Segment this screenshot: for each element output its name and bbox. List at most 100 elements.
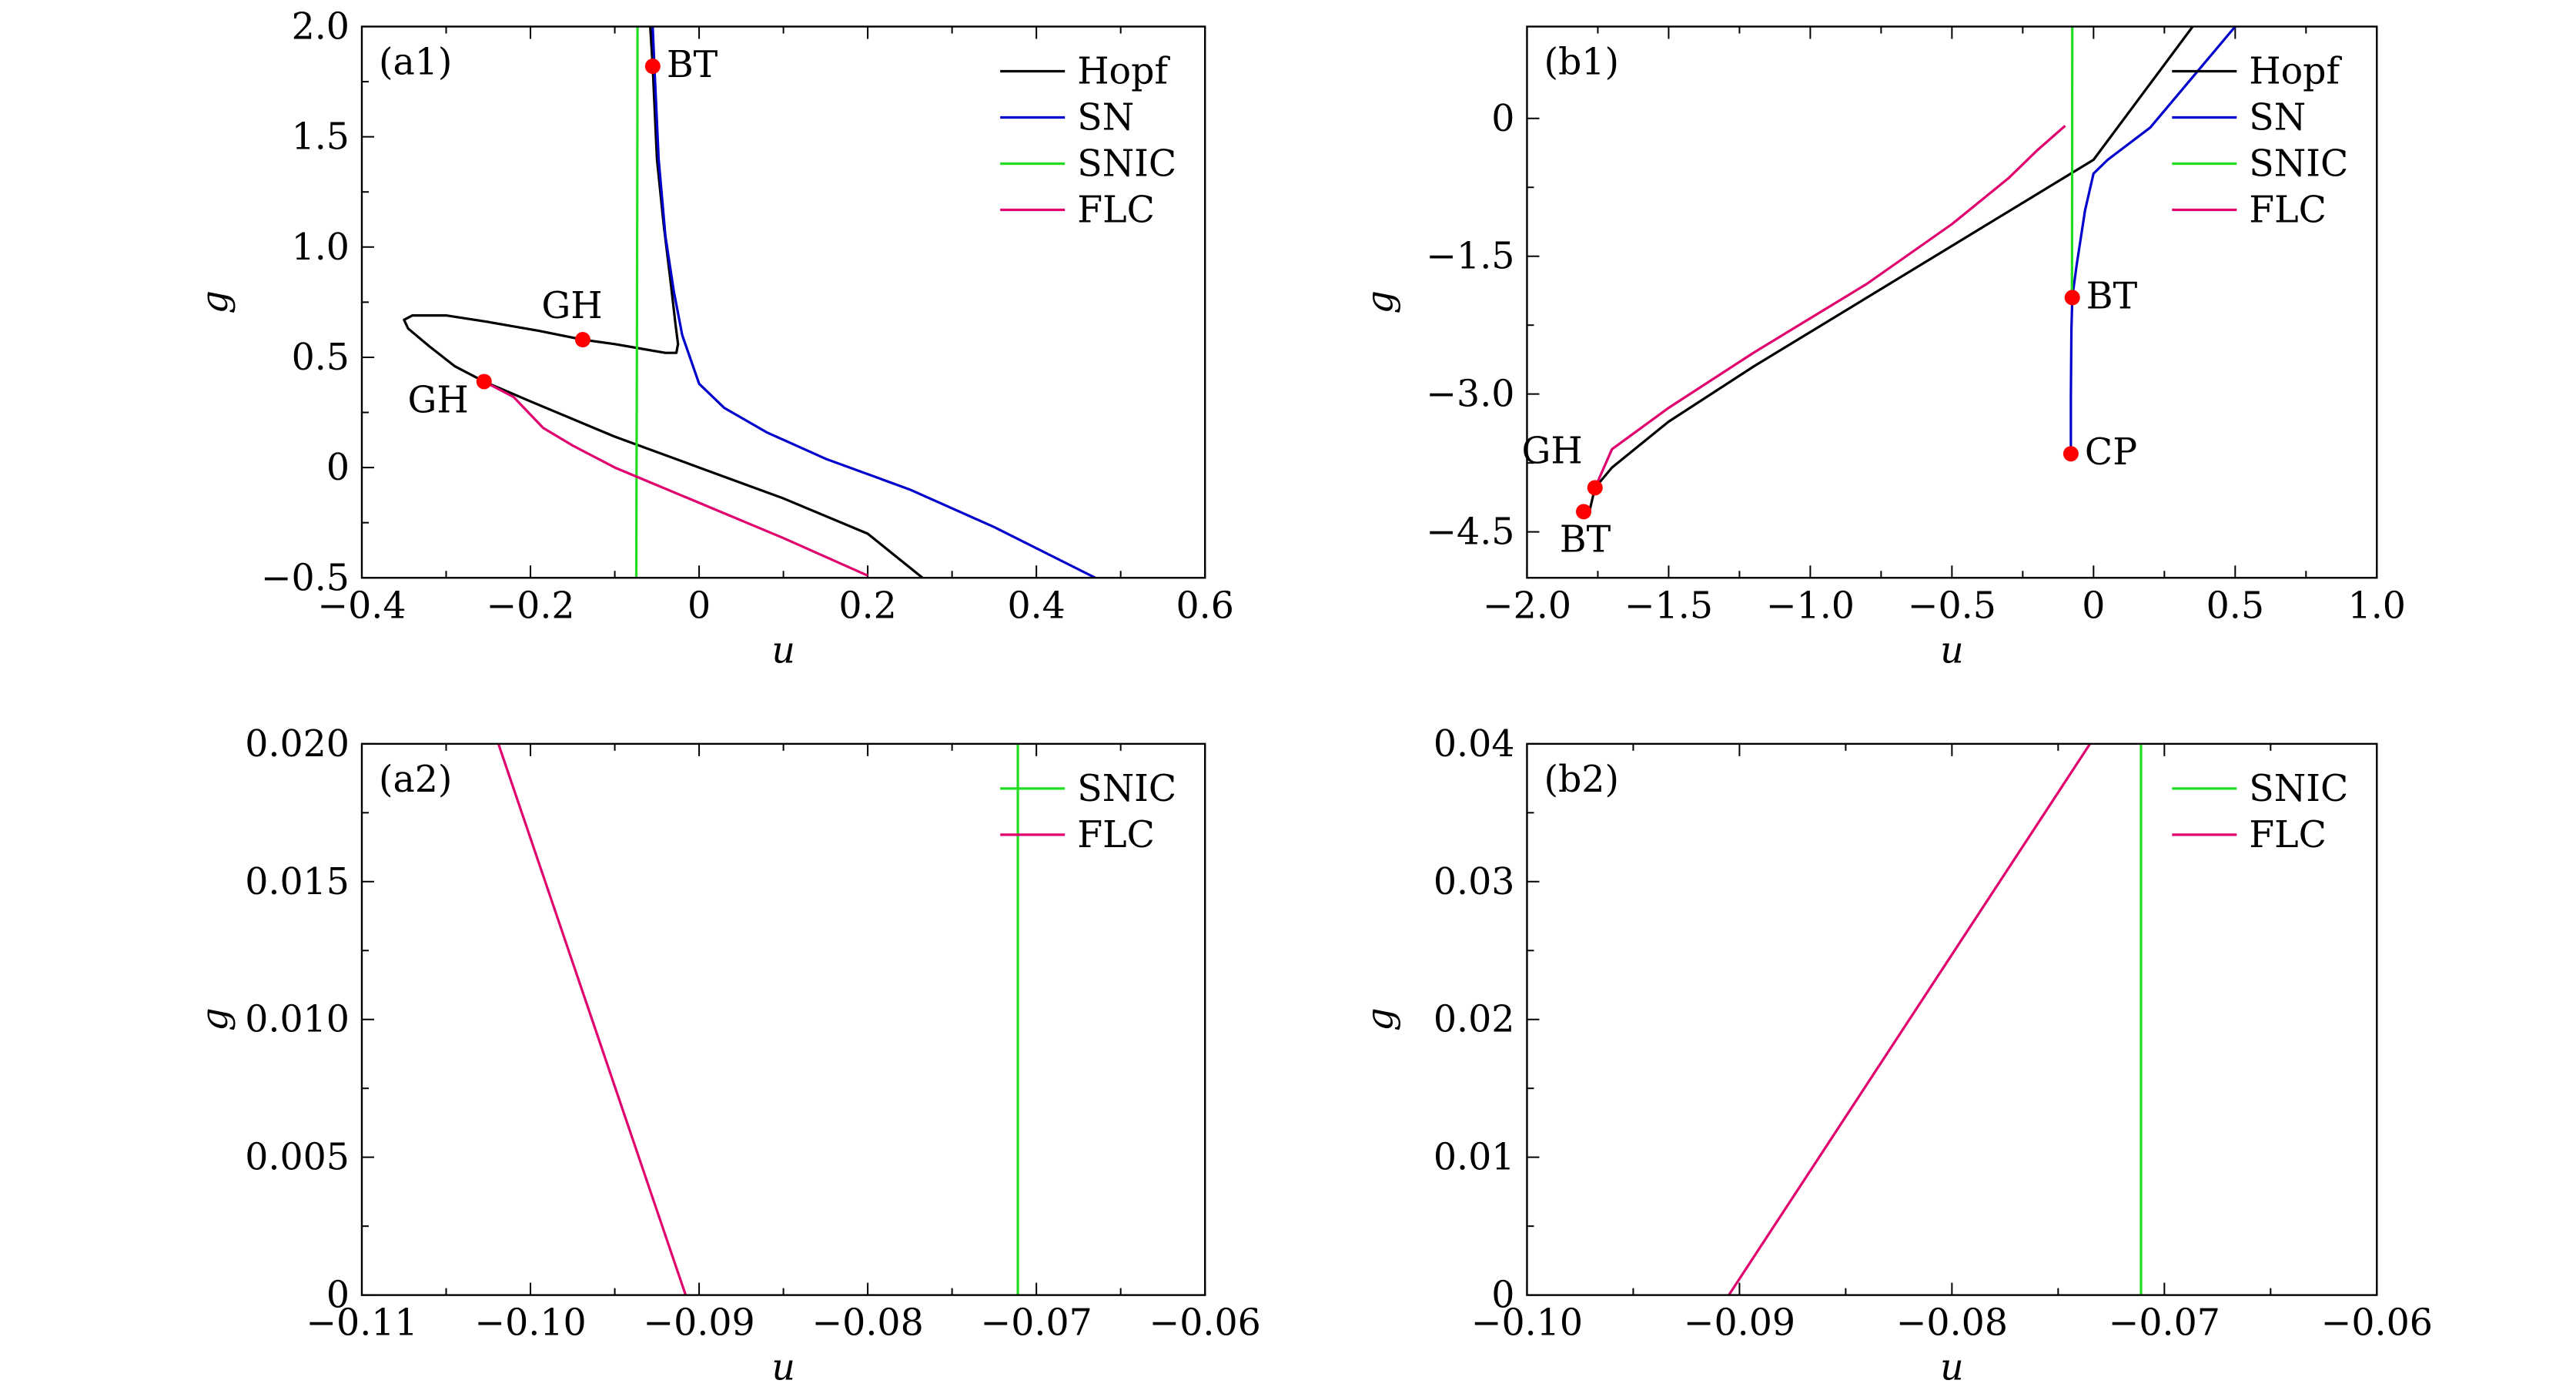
y-tick-label: 0 (1491, 98, 1514, 140)
y-tick-label: 0.02 (1434, 999, 1515, 1041)
x-tick-label: −0.07 (2109, 1302, 2220, 1345)
legend-label-hopf: Hopf (1077, 50, 1170, 92)
panel-label: (b1) (1544, 41, 1619, 83)
y-tick-label: 0 (326, 447, 350, 489)
series-line-flc (1594, 125, 2066, 489)
x-tick-label: −0.07 (980, 1302, 1092, 1345)
legend-label-sn: SN (2249, 96, 2306, 139)
x-tick-label: −0.09 (1684, 1302, 1795, 1345)
series-line-sn (651, 26, 1096, 578)
y-tick-label: 0.04 (1434, 723, 1515, 766)
marker-label-bt: BT (667, 44, 718, 86)
x-tick-label: −0.08 (811, 1302, 923, 1345)
panel-a2: −0.11 −0.10 −0.09 −0.08 −0.07 −0.06 0 0.005 0.01… (194, 723, 1261, 1387)
panel-b1: −2.0 −1.5 −1.0 −0.5 0 0.5 1.0 −4.5 −3.0 −1.5 0 u g BT… (1359, 25, 2406, 672)
x-tick-label: −0.06 (1149, 1302, 1261, 1345)
x-tick-label: −0.10 (1471, 1302, 1583, 1345)
y-tick-label: 0.01 (1434, 1137, 1515, 1179)
panel-label: (a1) (379, 41, 452, 83)
marker-bt (2064, 290, 2080, 306)
x-tick-label: 0.2 (838, 585, 896, 627)
marker-label-bt: BT (2086, 275, 2138, 317)
x-tick-label: −1.5 (1624, 585, 1713, 627)
panel-label: (a2) (379, 759, 452, 801)
x-tick-label: 1.0 (2348, 585, 2406, 627)
series-group (1728, 743, 2143, 1295)
marker-label-bt: BT (1560, 518, 1611, 561)
plot-frame (1526, 742, 2378, 1296)
x-axis-label: u (1940, 629, 1964, 672)
y-tick-label: 0 (326, 1275, 350, 1317)
y-tick-label: 1.0 (292, 226, 350, 269)
marker-label-cp: CP (2085, 431, 2137, 474)
x-tick-label: 0.4 (1007, 585, 1065, 627)
marker-cp (2062, 446, 2079, 462)
legend-label-snic: SNIC (1077, 768, 1176, 810)
x-tick-label: −0.2 (486, 585, 574, 627)
x-tick-label: 0 (2082, 585, 2105, 627)
plot-frame (1526, 25, 2378, 579)
y-axis-label: g (1359, 1008, 1401, 1031)
marker-bt (1576, 504, 1592, 520)
marker-label-gh: GH (1522, 430, 1583, 472)
x-tick-label: −0.06 (2321, 1302, 2433, 1345)
y-tick-label: 2.0 (292, 5, 350, 48)
x-tick-label: −0.08 (1896, 1302, 2008, 1345)
plot-frame (360, 25, 1206, 579)
x-tick-label: −2.0 (1483, 585, 1571, 627)
series-line-hopf (1587, 26, 2194, 512)
y-tick-label: 1.5 (292, 116, 350, 159)
legend-label-sn: SN (1077, 96, 1134, 139)
series-line-flc (483, 380, 868, 577)
x-axis-label: u (1940, 1347, 1964, 1387)
y-tick-label: −4.5 (1426, 511, 1514, 554)
legend-label-snic: SNIC (2249, 768, 2348, 810)
x-tick-label: −0.11 (306, 1302, 417, 1345)
legend-label-flc: FLC (1077, 189, 1155, 231)
legend-label-hopf: Hopf (2249, 50, 2342, 92)
marker-label-gh: GH (541, 285, 602, 327)
x-tick-label: −0.5 (1908, 585, 1996, 627)
legend-label-flc: FLC (1077, 814, 1155, 856)
plot-frame (360, 742, 1206, 1296)
x-tick-label: −0.09 (643, 1302, 754, 1345)
series-group (403, 26, 1096, 578)
y-tick-label: 0.5 (292, 337, 350, 379)
y-axis-label: g (194, 1008, 236, 1031)
legend-label-flc: FLC (2249, 189, 2327, 231)
panel-label: (b2) (1544, 759, 1619, 801)
x-tick-label: −0.10 (474, 1302, 586, 1345)
y-tick-label: −1.5 (1426, 236, 1514, 278)
x-tick-label: 0.5 (2206, 585, 2264, 627)
marker-gh (476, 374, 492, 390)
y-tick-label: 0.03 (1434, 861, 1515, 903)
y-tick-label: 0.015 (245, 861, 350, 903)
y-tick-label: −0.5 (261, 557, 350, 599)
y-tick-label: 0.020 (245, 723, 350, 766)
x-axis-label: u (771, 629, 795, 672)
x-tick-label: −1.0 (1766, 585, 1855, 627)
panel-a1: −0.4 −0.2 0 0.2 0.4 0.6 −0.5 0 0.5 1.0 1.5 2.0 u g BT G… (194, 5, 1234, 672)
series-line-snic (634, 26, 639, 578)
x-tick-label: −0.4 (317, 585, 406, 627)
y-axis-label: g (194, 290, 236, 313)
legend-label-flc: FLC (2249, 814, 2327, 856)
y-tick-label: 0.010 (245, 999, 350, 1041)
series-line-flc (497, 743, 687, 1295)
legend-label-snic: SNIC (2249, 142, 2348, 185)
y-tick-label: 0 (1491, 1275, 1514, 1317)
y-tick-label: 0.005 (245, 1137, 350, 1179)
x-tick-label: 0 (687, 585, 711, 627)
x-tick-label: 0.6 (1176, 585, 1233, 627)
series-line-sn (2069, 26, 2236, 454)
marker-gh (574, 332, 590, 348)
y-axis-label: g (1359, 290, 1401, 313)
y-tick-label: −3.0 (1426, 374, 1514, 416)
series-line-snic (2070, 26, 2074, 298)
series-group (497, 743, 1019, 1295)
series-line-flc (1728, 743, 2092, 1295)
marker-gh (1587, 480, 1603, 496)
x-axis-label: u (771, 1347, 795, 1387)
series-line-hopf (403, 26, 924, 578)
